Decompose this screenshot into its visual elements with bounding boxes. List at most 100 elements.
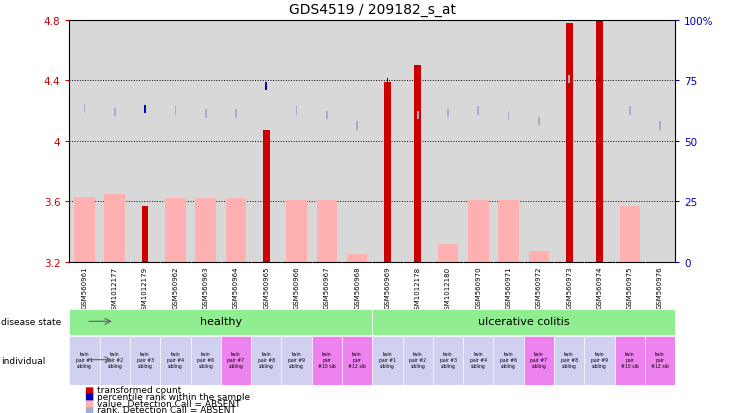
Bar — [74, 197, 95, 262]
Text: twin
pair #8
sibling: twin pair #8 sibling — [561, 351, 577, 368]
Bar — [326, 112, 328, 120]
Text: percentile rank within the sample: percentile rank within the sample — [97, 392, 250, 401]
Bar — [554, 337, 584, 385]
Bar — [174, 107, 176, 115]
Bar — [403, 337, 433, 385]
Bar — [165, 199, 185, 262]
Text: twin
pair #1
sibling: twin pair #1 sibling — [379, 351, 396, 368]
Bar — [529, 252, 549, 262]
Bar — [584, 337, 615, 385]
Bar — [659, 122, 661, 131]
Text: twin
pair #9
sibling: twin pair #9 sibling — [288, 351, 305, 368]
Text: GSM560962: GSM560962 — [172, 266, 178, 308]
Bar — [538, 118, 539, 126]
Bar — [477, 107, 479, 115]
Bar — [438, 244, 458, 262]
Text: GSM560972: GSM560972 — [536, 266, 542, 308]
Text: disease state: disease state — [1, 318, 62, 327]
Text: GSM1012180: GSM1012180 — [445, 266, 451, 313]
Text: GSM560966: GSM560966 — [293, 266, 299, 309]
Text: twin
pair #3
sibling: twin pair #3 sibling — [137, 351, 153, 368]
Text: value, Detection Call = ABSENT: value, Detection Call = ABSENT — [97, 399, 241, 408]
Bar — [415, 66, 421, 262]
Bar — [569, 76, 570, 84]
Text: twin
pair
#10 sib: twin pair #10 sib — [318, 351, 336, 368]
Text: twin
pair #4
sibling: twin pair #4 sibling — [470, 351, 487, 368]
Bar — [196, 199, 216, 262]
Text: GSM560975: GSM560975 — [627, 266, 633, 308]
Text: ■: ■ — [84, 392, 93, 401]
Bar — [104, 194, 125, 262]
Text: twin
pair #6
sibling: twin pair #6 sibling — [197, 351, 214, 368]
Bar — [629, 107, 631, 115]
Bar — [312, 337, 342, 385]
Text: twin
pair #7
sibling: twin pair #7 sibling — [531, 351, 548, 368]
Bar — [433, 337, 464, 385]
Bar — [99, 337, 130, 385]
Text: GSM560968: GSM560968 — [354, 266, 360, 309]
Text: ulcerative colitis: ulcerative colitis — [478, 317, 569, 327]
Bar — [387, 79, 388, 88]
Bar — [372, 309, 675, 335]
Bar — [161, 337, 191, 385]
Text: rank, Detection Call = ABSENT: rank, Detection Call = ABSENT — [97, 405, 236, 413]
Bar — [263, 131, 269, 262]
Bar — [282, 337, 312, 385]
Text: twin
pair #4
sibling: twin pair #4 sibling — [167, 351, 184, 368]
Bar — [205, 110, 207, 119]
Text: GSM560967: GSM560967 — [324, 266, 330, 309]
Bar — [251, 337, 282, 385]
Bar — [468, 200, 488, 262]
Bar — [317, 200, 337, 262]
Text: twin
pair #8
sibling: twin pair #8 sibling — [258, 351, 274, 368]
Text: GSM560961: GSM560961 — [82, 266, 88, 309]
Bar — [266, 83, 267, 91]
Bar — [599, 76, 600, 84]
Text: GSM560973: GSM560973 — [566, 266, 572, 309]
Text: twin
pair #6
sibling: twin pair #6 sibling — [500, 351, 517, 368]
Bar — [645, 337, 675, 385]
Bar — [493, 337, 524, 385]
Bar — [191, 337, 220, 385]
Text: GSM560974: GSM560974 — [596, 266, 602, 308]
Bar — [286, 200, 307, 262]
Bar — [342, 337, 372, 385]
Text: GSM560976: GSM560976 — [657, 266, 663, 309]
Text: GSM560964: GSM560964 — [233, 266, 239, 308]
Text: GSM560963: GSM560963 — [203, 266, 209, 309]
Text: GSM1012177: GSM1012177 — [112, 266, 118, 313]
Text: ■: ■ — [84, 405, 93, 413]
Text: healthy: healthy — [200, 317, 242, 327]
Bar — [615, 337, 645, 385]
Text: GSM560965: GSM560965 — [264, 266, 269, 308]
Text: GSM560969: GSM560969 — [385, 266, 391, 309]
Bar — [447, 109, 449, 118]
Text: twin
pair #9
sibling: twin pair #9 sibling — [591, 351, 608, 368]
Text: twin
pair
#10 sib: twin pair #10 sib — [621, 351, 639, 368]
Bar — [130, 337, 161, 385]
Bar — [69, 337, 99, 385]
Text: GSM1012179: GSM1012179 — [142, 266, 148, 313]
Text: individual: individual — [1, 356, 46, 365]
Text: transformed count: transformed count — [97, 385, 181, 394]
Text: GSM560971: GSM560971 — [506, 266, 512, 309]
Bar — [596, 21, 603, 262]
Text: twin
pair #1
sibling: twin pair #1 sibling — [76, 351, 93, 368]
Bar — [417, 112, 418, 120]
Bar — [356, 122, 358, 131]
Bar — [566, 24, 572, 262]
Text: twin
pair #2
sibling: twin pair #2 sibling — [107, 351, 123, 368]
Text: GSM1012178: GSM1012178 — [415, 266, 420, 313]
Bar — [347, 255, 367, 262]
Bar — [142, 206, 148, 262]
Text: twin
pair
#12 sib: twin pair #12 sib — [348, 351, 366, 368]
Text: ■: ■ — [84, 398, 93, 408]
Bar — [384, 83, 391, 262]
Bar — [620, 206, 640, 262]
Bar — [145, 106, 146, 114]
Bar — [221, 337, 251, 385]
Bar — [235, 110, 237, 119]
Bar — [114, 109, 115, 117]
Bar — [296, 107, 297, 115]
Bar — [499, 200, 519, 262]
